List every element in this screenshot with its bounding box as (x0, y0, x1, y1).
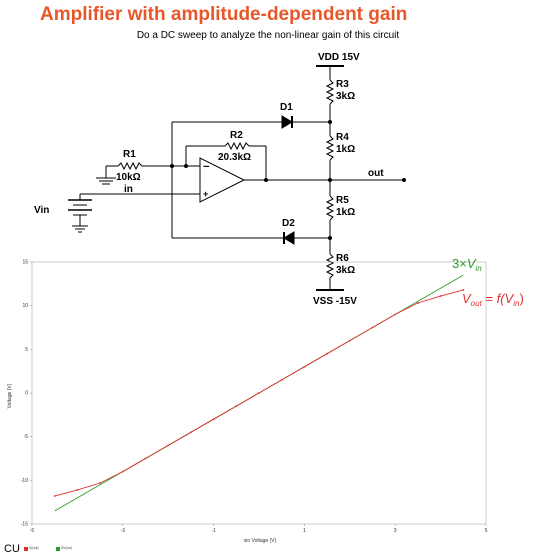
y-tick-label: 0 (25, 391, 28, 397)
resistor-r4 (327, 136, 333, 160)
x-tick-label: -3 (121, 528, 126, 534)
junction-dot (328, 236, 332, 240)
vout-data-point (122, 471, 124, 473)
vout-data-point (281, 379, 283, 381)
vdd-label: VDD 15V (318, 52, 360, 63)
vout-data-point (258, 392, 260, 394)
red-annotation-eq: = f( (482, 291, 506, 306)
vout-data-point (145, 458, 147, 460)
vout-data-point (235, 405, 237, 407)
y-axis-title: Voltage (V) (7, 383, 13, 408)
vout-data-point (167, 445, 169, 447)
red-annotation-sub: out (471, 299, 483, 308)
vout-data-point (190, 431, 192, 433)
vin-label: Vin (34, 205, 49, 216)
x-tick-label: 1 (303, 528, 306, 534)
r1-name: R1 (123, 149, 136, 160)
resistor-r3 (327, 80, 333, 104)
junction-dot (170, 164, 174, 168)
green-annotation-sub: in (476, 264, 483, 273)
r5-name: R5 (336, 195, 349, 206)
vout-data-point (99, 482, 101, 484)
opamp-minus-sign: − (203, 161, 209, 173)
r1-value: 10kΩ (116, 172, 141, 183)
vout-data-point (349, 340, 351, 342)
resistor-r1 (118, 163, 142, 169)
out-terminal (402, 178, 406, 182)
r6-value: 3kΩ (336, 265, 355, 276)
resistor-r6 (327, 254, 333, 278)
y-tick-label: -10 (21, 478, 28, 484)
series-layer (54, 275, 464, 511)
opamp-plus-sign: + (203, 189, 208, 199)
resistor-r2 (225, 143, 249, 149)
y-tick-label: 10 (22, 303, 28, 309)
junction-dot (328, 178, 332, 182)
r4-value: 1kΩ (336, 144, 355, 155)
junction-dot (264, 178, 268, 182)
in-label: in (124, 184, 133, 195)
vss-label: VSS -15V (313, 296, 357, 307)
diode-d2 (284, 232, 294, 244)
r4-name: R4 (336, 132, 349, 143)
vout-data-point (54, 495, 56, 497)
x-axis-ticks: -5 -3 -1 1 3 5 (30, 524, 488, 534)
out-label: out (368, 168, 384, 179)
y-axis-ticks: 15 10 5 0 -5 -10 -15 (21, 260, 32, 528)
d2-label: D2 (282, 218, 295, 229)
y-tick-label: -5 (24, 434, 29, 440)
vout-data-point (440, 295, 442, 297)
vout-data-point (417, 302, 419, 304)
gain-chart: 15 10 5 0 -5 -10 -15 -5 -3 -1 1 3 5 Voltage (V) vin… (7, 260, 488, 545)
x-tick-label: -1 (211, 528, 216, 534)
resistor-r5 (327, 196, 333, 220)
red-annotation-close: ) (519, 291, 523, 306)
green-annotation: 3×Vin (452, 256, 482, 273)
red-annotation: Vout = f(Vin) (462, 291, 524, 308)
r3-value: 3kΩ (336, 91, 355, 102)
vout-data-point (394, 314, 396, 316)
vout-data-point (304, 366, 306, 368)
r2-name: R2 (230, 130, 243, 141)
d1-label: D1 (280, 102, 293, 113)
junction-dot (184, 164, 188, 168)
x-tick-label: -5 (30, 528, 35, 534)
r3-name: R3 (336, 79, 349, 90)
x-axis-title: vin Voltage (V) (244, 538, 277, 544)
x-tick-label: 3 (394, 528, 397, 534)
legend-item-vout: V(out) (29, 546, 39, 550)
logo-text: CU (4, 543, 20, 554)
vout-data-point (213, 418, 215, 420)
r5-value: 1kΩ (336, 207, 355, 218)
green-annotation-coef: 3× (452, 256, 467, 271)
junction-dot (328, 120, 332, 124)
r2-value: 20.3kΩ (218, 152, 251, 163)
y-tick-label: 5 (25, 347, 28, 353)
diode-d1 (282, 116, 292, 128)
y-tick-label: 15 (22, 260, 28, 266)
legend-swatch-red (24, 547, 28, 551)
legend-item-vin: 3V(vin) (61, 546, 72, 550)
vout-data-point (326, 353, 328, 355)
r6-name: R6 (336, 253, 349, 264)
x-tick-label: 5 (485, 528, 488, 534)
vout-data-point (77, 489, 79, 491)
vout-data-point (372, 327, 374, 329)
legend-swatch-green (56, 547, 60, 551)
y-tick-label: -15 (21, 522, 28, 528)
